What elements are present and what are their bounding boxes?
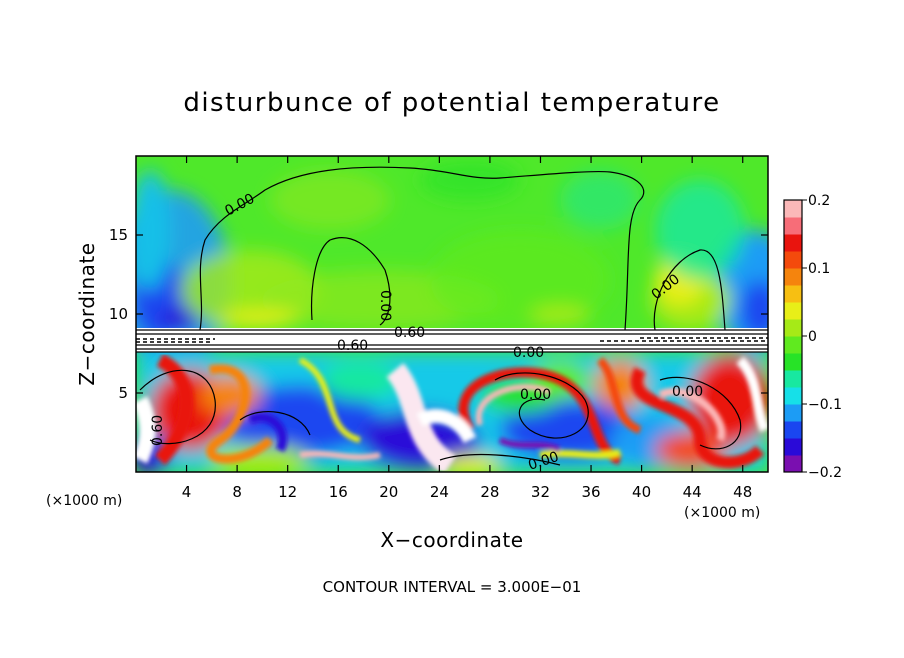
y-unit-label: (×1000 m) — [46, 493, 122, 509]
colorbar-swatch — [784, 268, 802, 286]
x-tick-label: 40 — [632, 483, 651, 501]
x-tick-label: 8 — [232, 483, 242, 501]
colorbar-swatch — [784, 285, 802, 303]
colorbar-swatch — [784, 370, 802, 388]
x-tick-label: 20 — [379, 483, 398, 501]
colorbar-swatch — [784, 421, 802, 439]
colorbar-tick-label: 0 — [808, 329, 817, 345]
colorbar-swatch — [784, 353, 802, 371]
colorbar-swatch — [784, 319, 802, 337]
colorbar-tick-label: −0.2 — [808, 465, 842, 481]
contour-interval-note: CONTOUR INTERVAL = 3.000E−01 — [323, 578, 582, 596]
x-axis-title: X−coordinate — [380, 528, 523, 552]
x-tick-label: 24 — [430, 483, 449, 501]
contour-label-inner-dome: 0.00 — [377, 290, 393, 321]
colorbar-swatch — [784, 438, 802, 456]
x-axis: 4 8 12 16 20 24 28 32 36 40 44 48 — [182, 156, 752, 501]
x-tick-label: 4 — [182, 483, 192, 501]
contour-label-right-swirl: 0.00 — [672, 384, 703, 400]
y-axis: 5 10 15 — [109, 226, 768, 402]
colorbar-swatch — [784, 200, 802, 218]
x-unit-label: (×1000 m) — [684, 505, 760, 521]
colorbar-swatch — [784, 336, 802, 354]
x-tick-label: 32 — [531, 483, 550, 501]
contour-label-left-vertical: 0.60 — [150, 415, 166, 446]
y-tick-label: 15 — [109, 226, 128, 244]
colorbar-swatch — [784, 217, 802, 235]
colorbar-swatch — [784, 302, 802, 320]
colorbar-tick-label: 0.1 — [808, 261, 830, 277]
colorbar-swatch — [784, 387, 802, 405]
colorbar-swatch — [784, 234, 802, 252]
contour-label-swirl-center: 0.00 — [520, 387, 551, 403]
colorbar-swatch — [784, 455, 802, 473]
colorbar-tick-label: −0.1 — [808, 397, 842, 413]
colorbar-swatch — [784, 251, 802, 269]
colorbar: 0.2 0.1 0 −0.1 −0.2 — [783, 193, 842, 481]
colorbar-swatch — [784, 404, 802, 422]
x-tick-label: 12 — [278, 483, 297, 501]
y-axis-title: Z−coordinate — [75, 242, 99, 385]
x-tick-label: 28 — [480, 483, 499, 501]
colorbar-tick-label: 0.2 — [808, 193, 830, 209]
y-tick-label: 5 — [118, 384, 128, 402]
x-tick-label: 36 — [581, 483, 600, 501]
x-tick-label: 44 — [683, 483, 702, 501]
x-tick-label: 16 — [329, 483, 348, 501]
contour-label-band-lower: 0.60 — [337, 338, 368, 354]
y-tick-label: 10 — [109, 305, 128, 323]
contour-label-band-right: 0.00 — [513, 345, 544, 361]
heatmap-field — [136, 156, 768, 472]
x-tick-label: 48 — [733, 483, 752, 501]
chart-title: disturbunce of potential temperature — [183, 88, 720, 118]
contour-label-band-upper: 0.60 — [394, 325, 425, 341]
